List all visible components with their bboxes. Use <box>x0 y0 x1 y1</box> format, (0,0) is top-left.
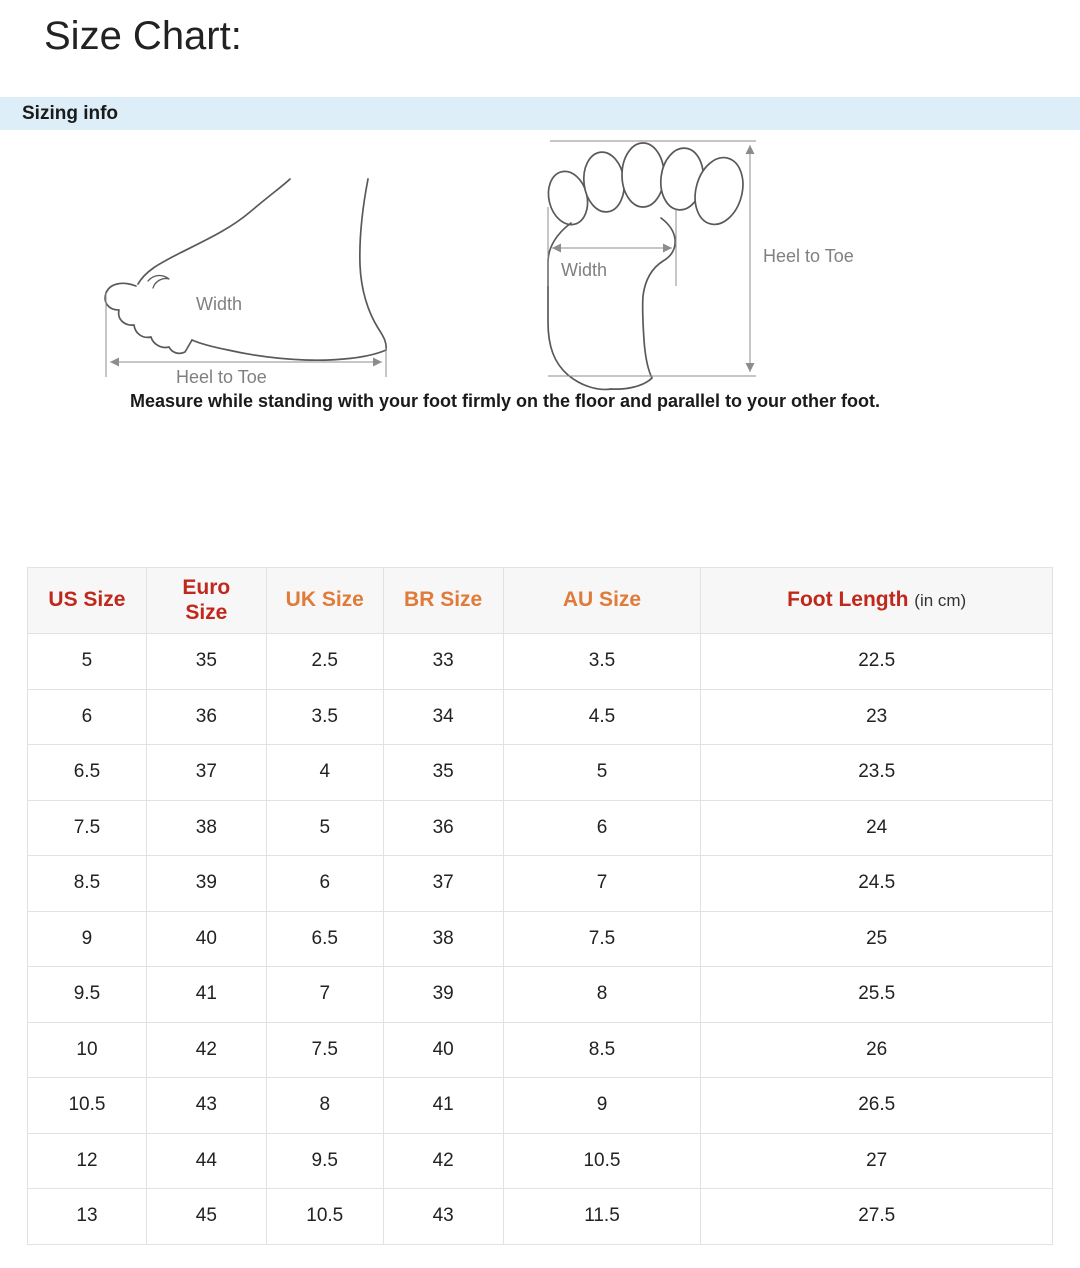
svg-text:Heel to Toe: Heel to Toe <box>763 246 854 266</box>
svg-text:Width: Width <box>196 294 242 314</box>
svg-text:Width: Width <box>561 260 607 280</box>
svg-text:Heel to Toe: Heel to Toe <box>176 367 267 387</box>
